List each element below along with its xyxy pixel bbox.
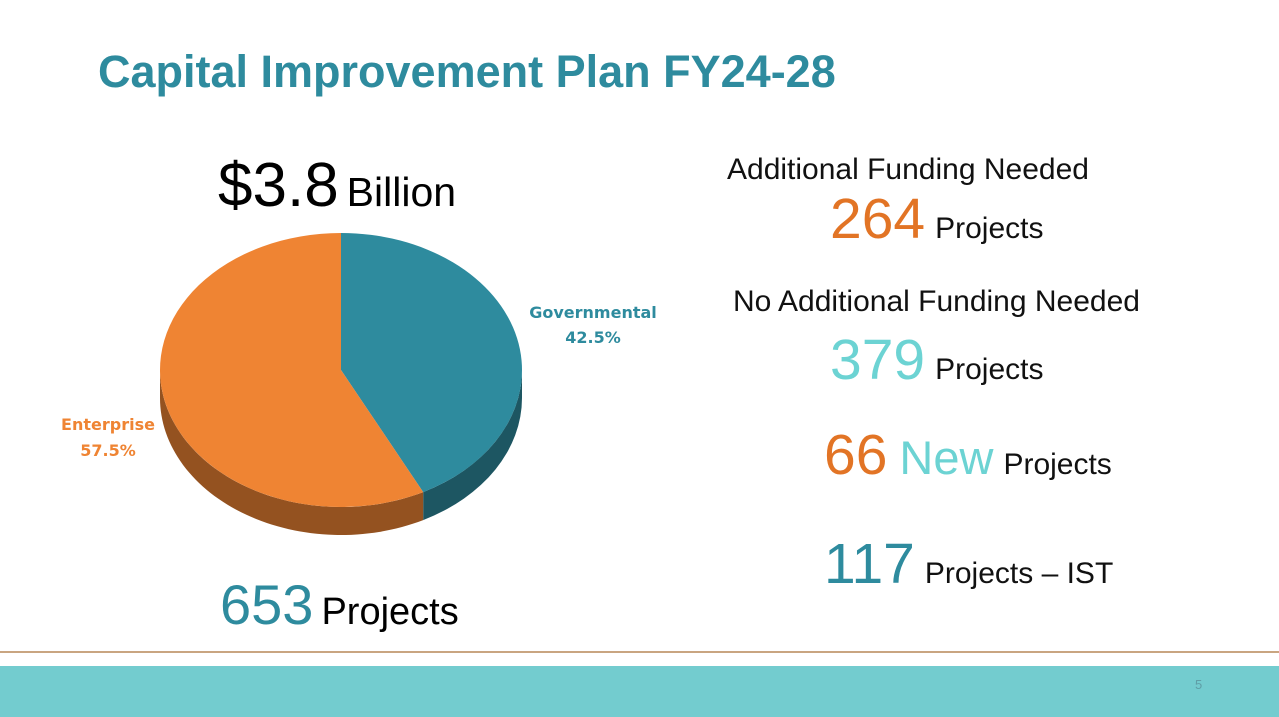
total-budget-amount: $3.8 [218,151,339,220]
additional-funding-heading: Additional Funding Needed [727,153,1089,186]
total-projects-unit: Projects [321,591,459,633]
pie-side-enterprise [160,370,424,535]
no-additional-funding-count: 379 [830,328,926,392]
additional-funding-label: Projects [935,212,1044,245]
pie-slice-governmental [341,233,522,493]
slide-title: Capital Improvement Plan FY24-28 [98,46,836,97]
page-number: 5 [1195,677,1203,692]
total-budget: $3.8 Billion [218,150,456,221]
pie-slice-enterprise [159,233,424,507]
no-additional-funding-stat: 379 Projects [830,327,1043,393]
pie-label-governmental: Governmental [529,303,657,322]
pie-percent-governmental: 42.5% [565,328,621,347]
pie-sides [160,370,523,535]
ist-projects-stat: 117 Projects – IST [824,531,1113,597]
total-projects: 653 Projects [220,572,459,637]
pie-label-enterprise: Enterprise [61,415,155,434]
total-projects-count: 653 [220,573,314,636]
new-projects-new-word: New [899,431,994,484]
pie-slices [159,233,522,507]
footer-band [0,666,1279,717]
total-budget-unit: Billion [346,169,457,215]
new-projects-label: Projects [1003,448,1112,481]
no-additional-funding-heading: No Additional Funding Needed [733,285,1140,318]
pie-chart: Governmental 42.5% Enterprise 57.5% [61,233,657,535]
additional-funding-stat: 264 Projects [830,186,1043,252]
additional-funding-count: 264 [830,187,926,251]
footer-rule [0,651,1279,653]
ist-projects-label: Projects – IST [924,557,1114,590]
new-projects-stat: 66 New Projects [824,422,1112,488]
no-additional-funding-label: Projects [935,353,1044,386]
pie-labels: Governmental 42.5% Enterprise 57.5% [61,303,657,460]
pie-percent-enterprise: 57.5% [80,441,136,460]
pie-side-governmental [423,370,523,521]
new-projects-count: 66 [824,423,888,487]
ist-projects-count: 117 [824,532,915,596]
